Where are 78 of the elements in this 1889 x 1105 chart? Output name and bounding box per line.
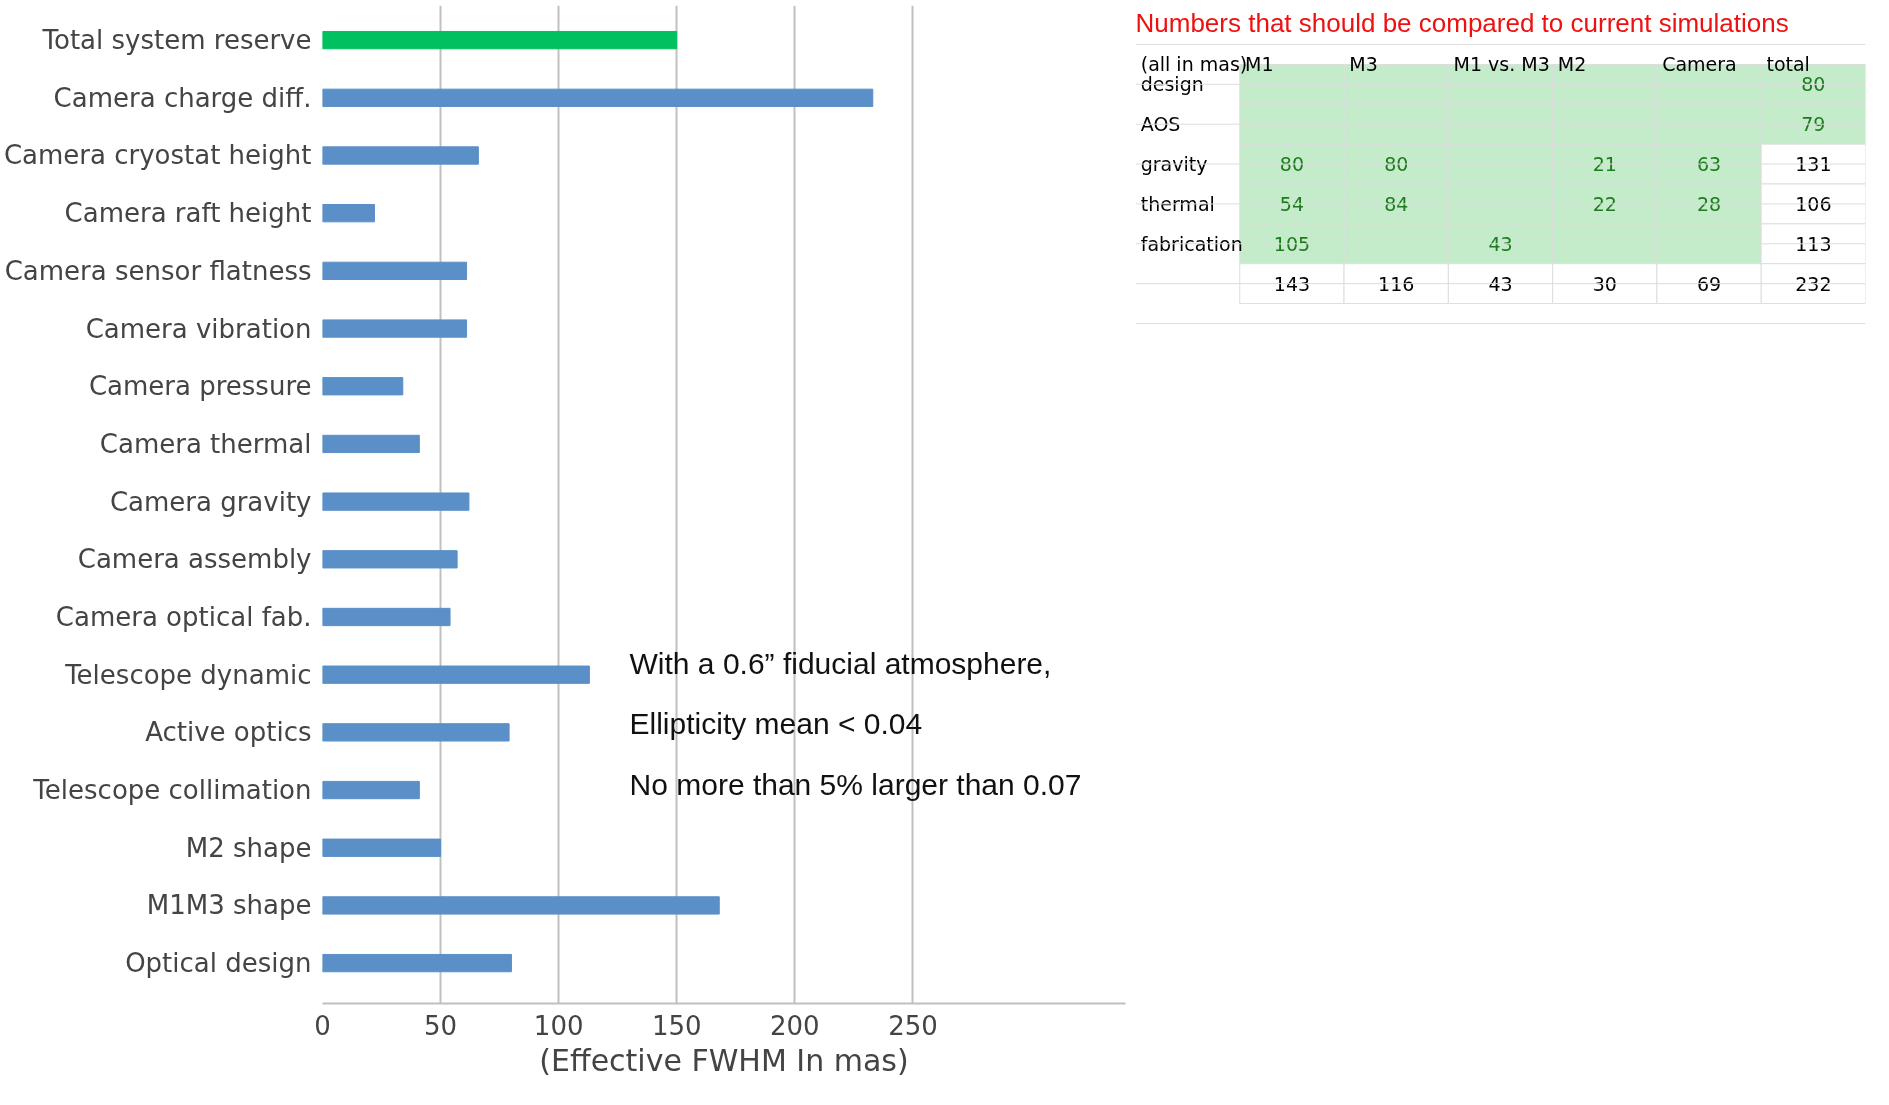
data-label: 43 [1488,272,1513,295]
bar [322,204,375,223]
text: (all in mas) [1140,53,1248,76]
y-tick-label: M2 shape [185,832,312,863]
y-tick-label: fabrication [1140,232,1243,255]
data-label: 80 [1801,73,1826,96]
data-label: 22 [1592,192,1617,215]
x-axis-title: (Effective FWHM In mas) [539,1042,909,1078]
x-tick-label: M2 [1557,53,1587,76]
x-tick-label: 50 [424,1010,458,1041]
data-label: 105 [1273,232,1311,255]
bar [322,550,458,569]
x-tick-label: 150 [651,1010,702,1041]
bar [322,896,720,915]
y-tick-label: Total system reserve [41,25,312,56]
x-tick-label: M1 vs. M3 [1453,53,1550,76]
x-tick-label: 100 [533,1010,584,1041]
y-tick-label: M1M3 shape [146,890,312,921]
x-tick-label: 200 [770,1010,820,1041]
y-tick-label: Camera pressure [88,371,312,402]
data-label: 116 [1378,272,1415,295]
y-tick-label: Camera vibration [85,313,312,344]
bar [322,88,874,107]
bar [322,780,420,800]
bar [322,492,470,511]
data-label: 84 [1384,192,1409,215]
bar [322,838,442,857]
bar [322,319,468,338]
data-label: 131 [1795,153,1832,176]
annotation: No more than 5% larger than 0.07 [629,767,1082,801]
y-tick-label: Optical design [125,948,312,979]
y-tick-label: Camera optical fab. [55,601,312,632]
data-label: 69 [1696,272,1722,295]
data-label: 54 [1279,192,1305,215]
y-tick-label: thermal [1140,192,1215,215]
data-label: 232 [1795,272,1832,295]
data-label: 21 [1592,153,1617,176]
data-label: 80 [1279,153,1305,176]
data-label: 28 [1696,192,1722,215]
y-tick-label: Telescope dynamic [64,659,312,690]
data-label: 79 [1801,113,1826,136]
bar [322,30,678,50]
y-tick-label: Camera assembly [77,544,312,575]
x-tick-label: Camera [1662,53,1737,76]
y-tick-label: Camera gravity [109,486,312,517]
data-label: 143 [1273,272,1311,295]
bar [322,723,510,742]
annotation: With a 0.6” fiducial atmosphere, [629,646,1052,680]
y-tick-label: design [1140,73,1204,96]
data-label: 63 [1696,153,1722,176]
bar [322,146,479,165]
data-label: 106 [1795,192,1832,215]
y-tick-label: Camera sensor flatness [4,255,312,286]
y-tick-label: Camera raft height [64,198,312,229]
bar [322,953,512,973]
x-tick-label: M1 [1245,53,1274,76]
y-tick-label: gravity [1140,153,1208,176]
annotation: Ellipticity mean < 0.04 [629,707,923,741]
y-tick-label: Camera thermal [99,428,312,459]
bar [322,607,451,627]
y-tick-label: Camera charge diff. [53,82,312,113]
x-tick-label: total [1766,53,1810,76]
y-tick-label: Telescope collimation [32,775,312,806]
x-tick-label: 0 [314,1010,331,1041]
data-label: 113 [1795,232,1832,255]
y-tick-label: Camera cryostat height [3,140,312,171]
x-tick-label: M3 [1349,53,1378,76]
data-label: 43 [1488,232,1513,255]
data-label: 80 [1384,153,1409,176]
x-tick-label: 250 [888,1010,938,1041]
y-tick-label: Active optics [145,717,312,748]
bar [322,434,420,454]
data-label: 30 [1592,272,1617,295]
bar [322,377,404,396]
y-tick-label: AOS [1140,113,1181,136]
chart-title: Numbers that should be compared to current simulations [1135,7,1789,38]
bar [322,665,590,684]
bar [322,261,468,281]
